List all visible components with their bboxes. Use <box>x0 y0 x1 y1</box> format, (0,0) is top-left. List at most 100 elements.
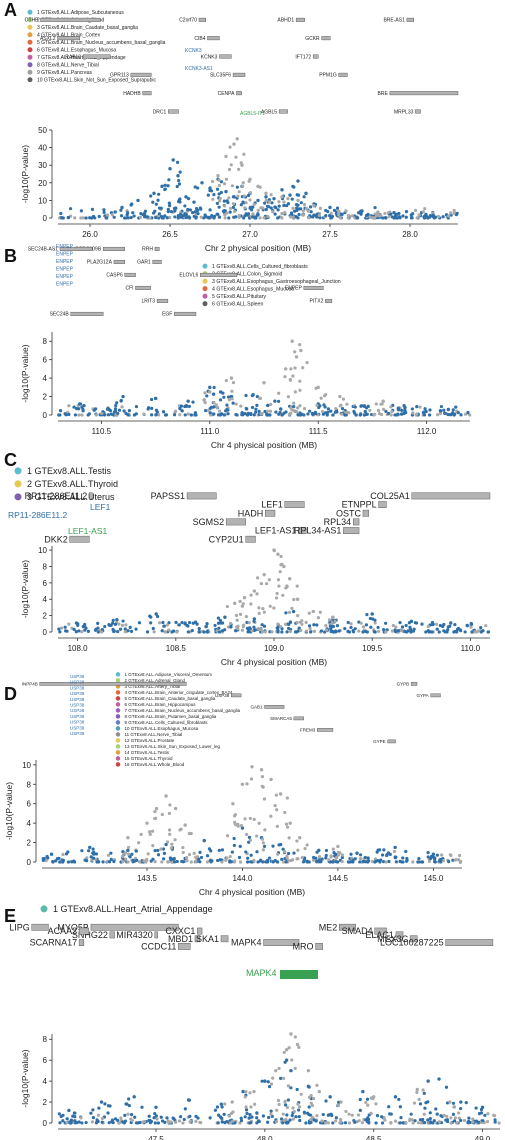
data-point-gray <box>346 216 350 220</box>
data-point-gray <box>158 621 162 625</box>
data-point-gray <box>292 597 296 602</box>
data-point-blue <box>317 848 321 853</box>
data-point-blue <box>177 178 181 183</box>
gene-box <box>135 285 151 290</box>
data-point-blue <box>94 407 98 411</box>
data-point-gray <box>249 1105 253 1109</box>
data-point-gray <box>106 853 111 857</box>
data-point-gray <box>117 622 121 626</box>
gene-label: CFI <box>125 286 133 292</box>
gene-label: COL25A1 <box>370 491 410 501</box>
data-point-gray <box>165 840 170 844</box>
data-point-blue <box>202 630 206 634</box>
data-point-blue <box>209 849 213 853</box>
data-point-gray <box>276 1098 281 1103</box>
data-point-gray <box>227 1114 232 1118</box>
data-point-blue <box>291 609 296 614</box>
data-point-gray <box>295 1042 300 1047</box>
x-axis-title: Chr 4 physical position (MB) <box>221 657 327 667</box>
data-point-blue <box>255 1121 259 1125</box>
legend-dot <box>115 714 121 719</box>
data-point-gray <box>181 1121 185 1125</box>
data-point-blue <box>346 860 351 864</box>
data-point-gray <box>329 211 333 215</box>
data-point-blue <box>234 412 238 417</box>
gene-label: AGBL5 <box>261 109 277 115</box>
data-point-gray <box>293 1035 297 1039</box>
data-point-gray <box>436 214 441 219</box>
data-point-blue <box>366 404 370 408</box>
data-point-blue <box>417 857 421 861</box>
data-point-blue <box>423 407 427 411</box>
data-point-gray <box>339 1120 343 1124</box>
data-point-blue <box>276 208 280 212</box>
y-tick-label: 0 <box>43 411 48 420</box>
data-point-blue <box>277 204 281 208</box>
legend-label: 2 GTExv8.ALL.Adrenal_Gland <box>125 678 186 683</box>
gene-box <box>197 927 203 935</box>
data-point-blue <box>418 1102 423 1106</box>
data-point-blue <box>246 411 250 415</box>
data-point-gray <box>127 852 131 856</box>
data-point-blue <box>129 629 134 633</box>
data-point-blue <box>81 409 85 413</box>
data-point-blue <box>207 215 211 219</box>
data-point-gray <box>227 398 231 402</box>
data-point-blue <box>154 215 158 220</box>
x-axis-title: Chr 4 physical position (MB) <box>199 887 305 897</box>
data-point-blue <box>197 627 201 631</box>
data-point-gray <box>305 843 309 847</box>
data-point-blue <box>226 412 230 416</box>
data-point-gray <box>225 211 229 215</box>
highlight-gene-label: USP38 <box>70 725 85 730</box>
data-point-gray <box>154 806 159 811</box>
legend-label: 3 GTExv8.ALL.Brain_Caudate_basal_ganglia <box>37 25 138 31</box>
data-point-gray <box>350 1113 354 1117</box>
data-point-blue <box>60 216 65 220</box>
data-point-blue <box>106 413 111 417</box>
data-point-gray <box>236 194 240 198</box>
data-point-blue <box>280 857 284 861</box>
gene-label: GAB1 <box>251 704 264 709</box>
data-point-gray <box>248 198 252 202</box>
data-point-gray <box>228 621 233 625</box>
data-point-gray <box>126 860 130 864</box>
data-point-blue <box>437 1077 441 1081</box>
data-point-gray <box>331 847 335 851</box>
data-point-blue <box>247 835 252 839</box>
data-point-blue <box>358 413 362 417</box>
data-point-blue <box>178 407 182 411</box>
data-point-gray <box>244 1090 248 1094</box>
data-point-gray <box>65 1120 69 1125</box>
data-point-blue <box>169 210 173 214</box>
data-point-blue <box>131 211 135 215</box>
x-axis-title: Chr 4 physical position (MB) <box>211 440 317 450</box>
data-point-gray <box>288 378 293 382</box>
gene-box <box>343 527 360 534</box>
data-point-blue <box>51 860 55 864</box>
x-axis-title: Chr 2 physical position (MB) <box>205 243 311 253</box>
gene-label: RRH <box>142 247 153 253</box>
data-point-blue <box>253 628 257 632</box>
data-point-gray <box>285 856 289 860</box>
data-point-blue <box>187 404 191 409</box>
data-point-gray <box>298 836 302 840</box>
data-point-blue <box>384 409 388 413</box>
data-point-blue <box>379 858 383 862</box>
data-point-gray <box>449 1116 453 1120</box>
gene-label: MRO <box>293 942 314 952</box>
data-point-gray <box>256 208 260 213</box>
data-point-blue <box>284 611 288 615</box>
data-point-gray <box>267 200 272 204</box>
data-point-blue <box>334 1116 338 1120</box>
data-point-blue <box>164 842 168 847</box>
data-point-gray <box>296 848 300 852</box>
data-point-blue <box>248 206 252 210</box>
data-point-gray <box>189 860 193 864</box>
gene-label: PPM1G <box>319 73 337 79</box>
data-point-gray <box>476 629 481 633</box>
x-tick-label: 47.5 <box>148 1135 164 1140</box>
data-point-blue <box>215 201 219 205</box>
legend-dot <box>115 744 121 749</box>
data-point-gray <box>233 813 237 817</box>
